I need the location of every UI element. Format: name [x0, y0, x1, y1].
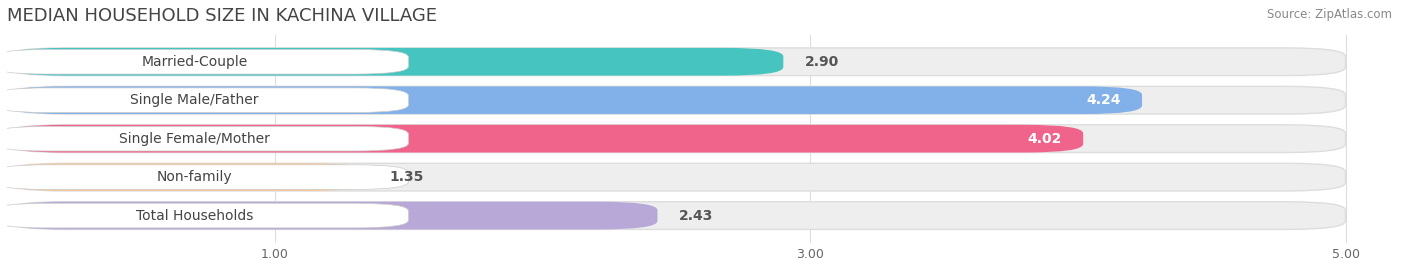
Text: Single Male/Father: Single Male/Father [131, 93, 259, 107]
FancyBboxPatch shape [7, 202, 1346, 229]
FancyBboxPatch shape [0, 165, 409, 189]
FancyBboxPatch shape [7, 125, 1346, 152]
Text: Source: ZipAtlas.com: Source: ZipAtlas.com [1267, 8, 1392, 21]
Text: Total Households: Total Households [135, 209, 253, 223]
Text: 2.43: 2.43 [679, 209, 713, 223]
FancyBboxPatch shape [7, 125, 1083, 152]
FancyBboxPatch shape [7, 163, 368, 191]
FancyBboxPatch shape [7, 48, 1346, 76]
FancyBboxPatch shape [7, 163, 1346, 191]
FancyBboxPatch shape [7, 48, 783, 76]
FancyBboxPatch shape [0, 126, 409, 151]
Text: 4.02: 4.02 [1028, 132, 1062, 146]
FancyBboxPatch shape [7, 202, 658, 229]
FancyBboxPatch shape [0, 88, 409, 113]
Text: Single Female/Mother: Single Female/Mother [120, 132, 270, 146]
FancyBboxPatch shape [0, 50, 409, 74]
Text: MEDIAN HOUSEHOLD SIZE IN KACHINA VILLAGE: MEDIAN HOUSEHOLD SIZE IN KACHINA VILLAGE [7, 7, 437, 25]
Text: 4.24: 4.24 [1085, 93, 1121, 107]
Text: Married-Couple: Married-Couple [141, 55, 247, 69]
Text: 1.35: 1.35 [389, 170, 425, 184]
FancyBboxPatch shape [7, 86, 1142, 114]
FancyBboxPatch shape [0, 203, 409, 228]
FancyBboxPatch shape [7, 86, 1346, 114]
Text: 2.90: 2.90 [804, 55, 839, 69]
Text: Non-family: Non-family [156, 170, 232, 184]
